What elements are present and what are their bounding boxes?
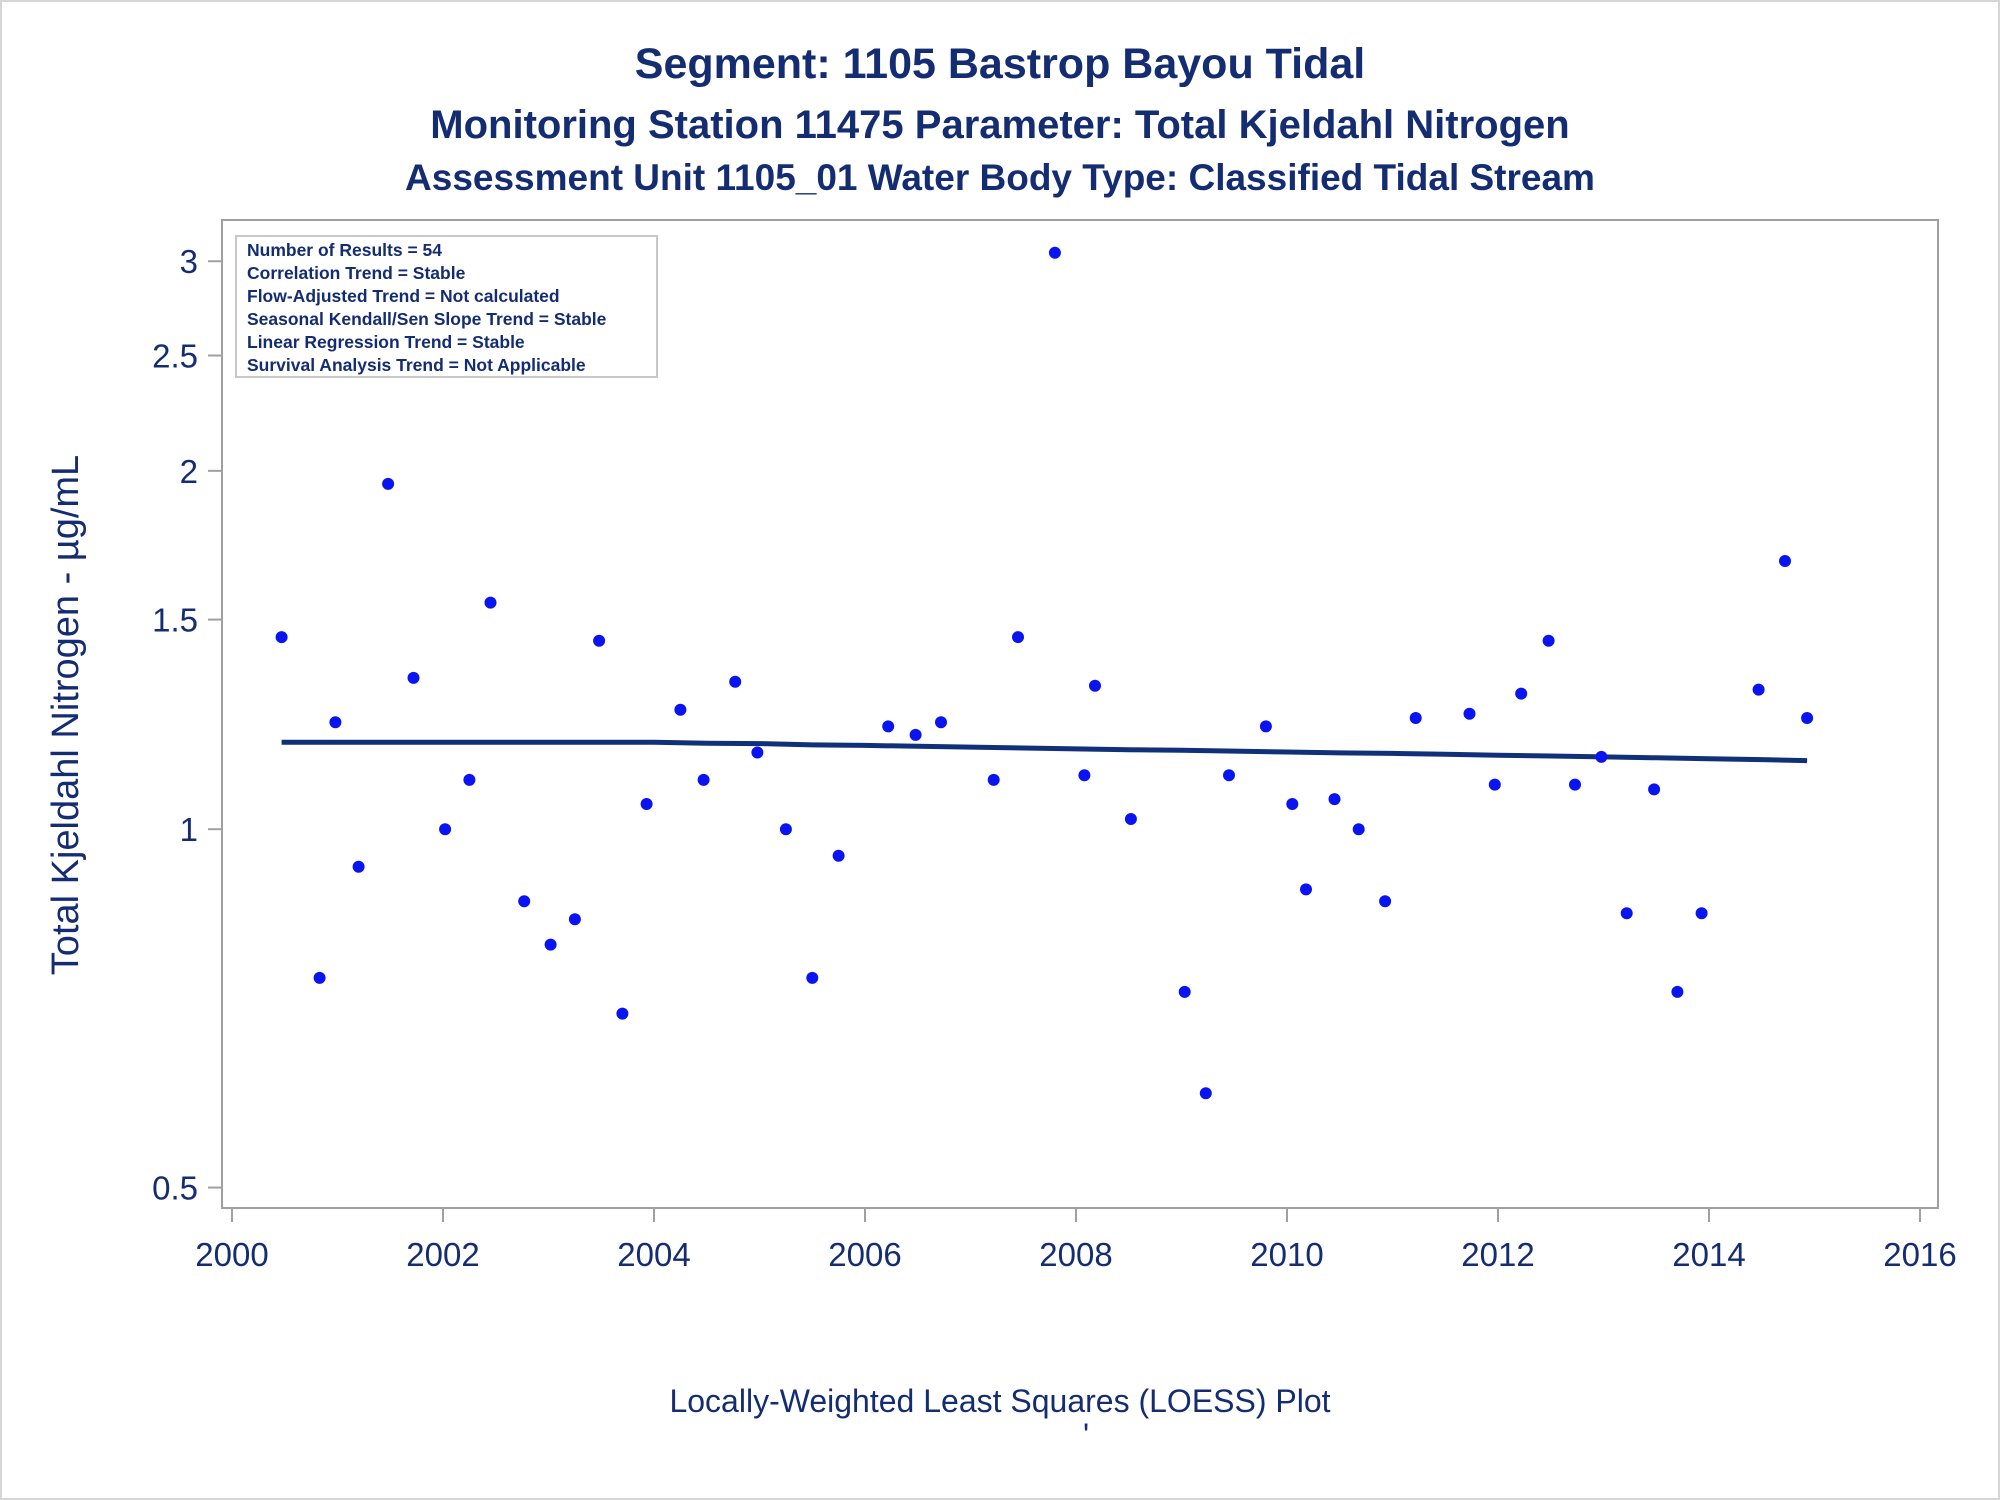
- x-tick-label: 2004: [617, 1236, 690, 1273]
- stats-box-frame: [235, 235, 658, 378]
- x-tick-label: 2014: [1672, 1236, 1745, 1273]
- data-point: [352, 860, 365, 873]
- data-point: [1463, 707, 1476, 720]
- x-tick-label: 2016: [1883, 1236, 1956, 1273]
- data-point: [640, 798, 653, 810]
- data-point: [806, 971, 819, 984]
- y-tick-label: 1: [180, 811, 198, 848]
- data-point: [935, 716, 947, 729]
- data-point: [779, 823, 792, 836]
- stats-line: Survival Analysis Trend = Not Applicable: [247, 355, 586, 375]
- stats-line: Number of Results = 54: [247, 240, 442, 260]
- x-tick-label: 2010: [1250, 1236, 1323, 1273]
- chart-title: Segment: 1105 Bastrop Bayou Tidal: [635, 40, 1365, 88]
- data-point: [987, 773, 1000, 786]
- data-point: [1012, 631, 1024, 644]
- y-tick-label: 1.5: [152, 602, 198, 639]
- data-point: [729, 675, 742, 688]
- data-point: [909, 728, 922, 741]
- data-point: [313, 971, 326, 984]
- data-point: [1569, 778, 1581, 791]
- data-point: [1648, 783, 1661, 796]
- data-point: [463, 773, 476, 786]
- data-point: [1409, 712, 1422, 724]
- x-tick-label: 2006: [828, 1236, 901, 1273]
- data-point: [593, 634, 606, 647]
- plot-area: [221, 219, 1939, 1209]
- x-tick-label: 2012: [1461, 1236, 1534, 1273]
- data-point: [1620, 907, 1633, 920]
- data-marks: [275, 246, 1814, 1100]
- footnote-mark: ': [1083, 1417, 1089, 1453]
- data-point: [275, 631, 288, 644]
- data-point: [751, 746, 764, 759]
- y-tick-label: 3: [180, 243, 198, 280]
- y-tick-label: 2: [180, 453, 198, 490]
- data-point: [1178, 985, 1191, 998]
- data-point: [439, 823, 452, 836]
- stats-line: Linear Regression Trend = Stable: [247, 332, 525, 352]
- data-point: [1695, 907, 1708, 920]
- y-axis-label: Total Kjeldahl Nitrogen - µg/mL: [45, 455, 87, 975]
- data-point: [616, 1007, 629, 1020]
- data-point: [1379, 895, 1392, 908]
- data-point: [1286, 798, 1299, 810]
- stats-line: Flow-Adjusted Trend = Not calculated: [247, 286, 560, 306]
- stats-line: Correlation Trend = Stable: [247, 263, 466, 283]
- data-point: [1488, 778, 1501, 791]
- data-point: [1752, 683, 1765, 696]
- data-point: [329, 716, 342, 729]
- data-point: [1542, 634, 1555, 647]
- data-point: [544, 938, 557, 951]
- data-point: [1801, 712, 1814, 724]
- data-point: [1089, 679, 1101, 692]
- loess-line: [281, 739, 1808, 764]
- x-tick-label: 2002: [406, 1236, 479, 1273]
- data-point: [1199, 1087, 1212, 1100]
- data-point: [1595, 750, 1608, 763]
- data-point: [1328, 793, 1341, 806]
- stats-line: Seasonal Kendall/Sen Slope Trend = Stabl…: [247, 309, 607, 329]
- data-point: [1078, 769, 1091, 782]
- data-point: [1124, 813, 1137, 825]
- footnote: Locally-Weighted Least Squares (LOESS) P…: [669, 1383, 1330, 1419]
- data-point: [1048, 246, 1061, 259]
- x-tick-label: 2000: [195, 1236, 268, 1273]
- data-point: [484, 596, 497, 609]
- data-point: [832, 849, 845, 862]
- data-point: [674, 703, 687, 716]
- data-point: [1515, 687, 1528, 700]
- x-tick-label: 2008: [1039, 1236, 1112, 1273]
- data-point: [1300, 883, 1312, 896]
- data-point: [1671, 985, 1684, 998]
- chart-subtitle-2: Assessment Unit 1105_01 Water Body Type:…: [405, 157, 1595, 198]
- data-point: [382, 477, 395, 490]
- data-point: [568, 913, 581, 926]
- x-axis: 2000 2002 2004 2006 2008 2010 2012 2014 2016: [195, 1208, 1957, 1273]
- y-axis: 0.5 1 1.5 2 2.5 3: [152, 243, 222, 1207]
- data-point: [1352, 823, 1365, 836]
- chart-subtitle: Monitoring Station 11475 Parameter: Tota…: [430, 103, 1569, 147]
- data-point: [1779, 555, 1791, 567]
- data-point: [407, 671, 420, 684]
- y-tick-label: 0.5: [152, 1170, 198, 1207]
- y-tick-label: 2.5: [152, 337, 198, 374]
- data-point: [518, 895, 531, 908]
- data-point: [1259, 720, 1272, 733]
- stats-legend-box: Number of Results = 54 Correlation Trend …: [235, 235, 658, 378]
- data-point: [697, 773, 710, 786]
- data-point: [1223, 769, 1235, 782]
- data-point: [882, 720, 895, 733]
